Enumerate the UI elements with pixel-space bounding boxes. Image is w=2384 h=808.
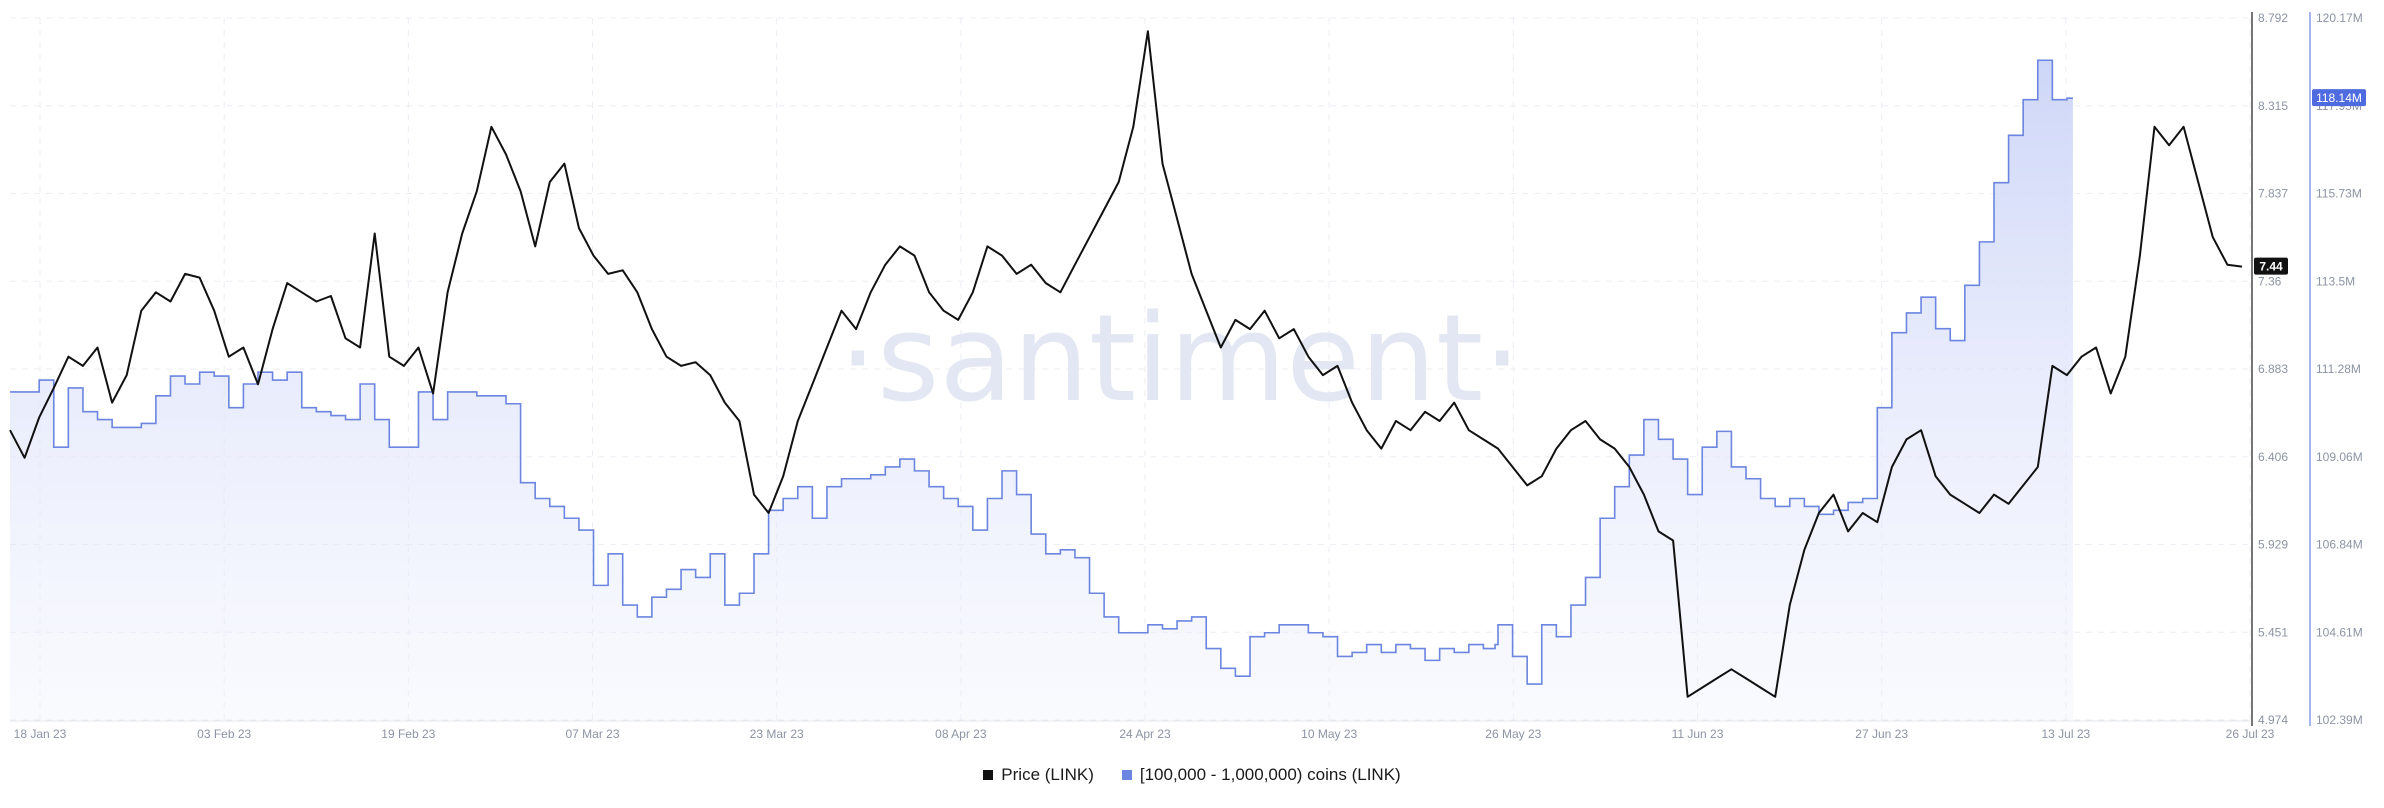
x-tick-label: 10 May 23 [1301,727,1357,741]
holdings-area [10,60,2073,721]
holdings-badge-label: 118.14M [2316,91,2362,105]
legend: Price (LINK) [100,000 - 1,000,000) coins… [0,760,2384,790]
x-tick-label: 03 Feb 23 [197,727,251,741]
y-left-tick-label: 6.883 [2258,362,2288,376]
x-tick-label: 26 May 23 [1485,727,1541,741]
legend-item-price[interactable]: Price (LINK) [983,765,1094,785]
legend-item-holdings[interactable]: [100,000 - 1,000,000) coins (LINK) [1121,765,1401,785]
y-left-tick-label: 8.315 [2258,99,2288,113]
legend-swatch-price [983,770,994,780]
y-right-tick-label: 109.06M [2316,450,2363,464]
x-tick-label: 18 Jan 23 [14,727,67,741]
y-left-tick-label: 7.36 [2258,274,2282,288]
price-layer [9,30,2243,698]
y-left-tick-label: 8.792 [2258,11,2288,25]
last-value-badges: 7.44 118.14M [2254,89,2366,275]
x-tick-label: 23 Mar 23 [750,727,804,741]
x-tick-label: 08 Apr 23 [935,727,987,741]
x-axis-ticks: 18 Jan 23 03 Feb 23 19 Feb 23 07 Mar 23 23 M… [14,727,2275,741]
y-left-tick-label: 6.406 [2258,450,2288,464]
legend-swatch-holdings [1121,770,1132,780]
y-right-tick-label: 104.61M [2316,625,2363,639]
watermark: ·santiment· [839,290,1522,429]
y-left-tick-label: 4.974 [2258,713,2288,727]
y-right-tick-label: 115.73M [2316,187,2362,201]
x-tick-label: 26 Jul 23 [2226,727,2275,741]
holdings-line [10,59,2073,685]
y-right-tick-label: 113.5M [2316,274,2355,288]
x-tick-label: 07 Mar 23 [565,727,619,741]
x-tick-label: 11 Jun 23 [1672,727,1724,741]
y-left-tick-label: 5.451 [2258,625,2288,639]
price-badge-label: 7.44 [2259,260,2283,274]
y-right-tick-label: 102.39M [2316,713,2363,727]
axes [10,12,2311,726]
y-right-axis-ticks: 120.17M117.95M115.73M113.5M111.28M109.06… [2316,11,2363,727]
legend-label-price: Price (LINK) [1001,765,1094,784]
holdings-layer [10,59,2073,721]
legend-label-holdings: [100,000 - 1,000,000) coins (LINK) [1139,765,1401,784]
holdings-badge-bg [2312,89,2366,107]
y-left-tick-label: 5.929 [2258,538,2288,552]
price-badge-bg [2254,257,2288,275]
x-tick-label: 27 Jun 23 [1855,727,1908,741]
y-right-tick-label: 106.84M [2316,538,2363,552]
y-right-tick-label: 111.28M [2316,362,2361,376]
y-left-axis-ticks: 8.792 8.315 7.837 7.36 6.883 6.406 5.929 5.451 4… [2258,11,2288,727]
x-tick-label: 19 Feb 23 [381,727,435,741]
x-tick-label: 13 Jul 23 [2041,727,2090,741]
price-line [9,30,2243,698]
y-left-tick-label: 7.837 [2258,187,2288,201]
x-tick-label: 24 Apr 23 [1119,727,1171,741]
y-right-tick-label: 120.17M [2316,11,2363,25]
